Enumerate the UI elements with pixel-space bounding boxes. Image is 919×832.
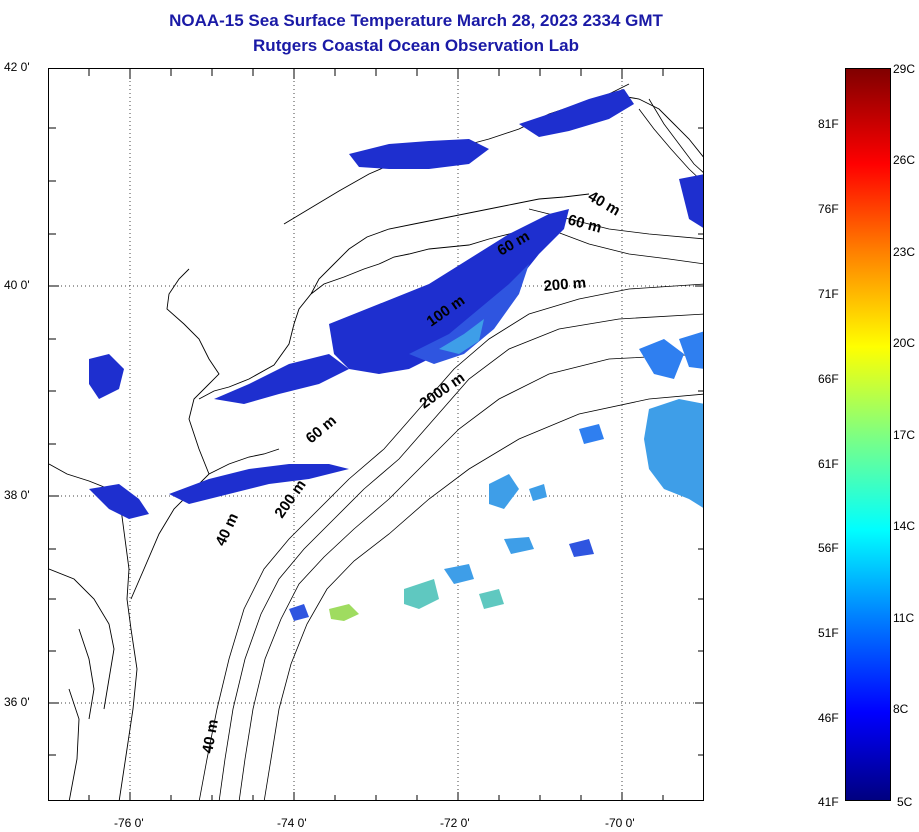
colorbar-c-17: 17C	[893, 428, 916, 442]
map-title: NOAA-15 Sea Surface Temperature March 28…	[169, 11, 663, 30]
colorbar-f-71: 71F	[818, 287, 839, 301]
contour-label-40m-middle: 40 m	[212, 511, 242, 549]
lon-label-74: -74 0'	[277, 816, 307, 830]
colorbar-f-56: 56F	[818, 541, 839, 555]
colorbar-f-81: 81F	[818, 117, 839, 131]
coastline	[49, 83, 703, 800]
contour-label-200m-south: 200 m	[271, 477, 309, 522]
bathymetry-contours	[198, 98, 703, 800]
contour-label-40m-south: 40 m	[199, 718, 222, 755]
contour-label-40m-north: 40 m	[585, 188, 623, 220]
colorbar-f-61: 61F	[818, 457, 839, 471]
lat-label-42: 42 0'	[4, 60, 30, 74]
colorbar-f-46: 46F	[818, 711, 839, 725]
colorbar-f-76: 76F	[818, 202, 839, 216]
sst-map: 40 m 60 m 60 m 200 m 100 m 2000 m 60 m 2…	[48, 68, 704, 801]
colorbar-c-20: 20C	[893, 336, 916, 350]
temperature-colorbar	[845, 68, 891, 801]
lat-label-38: 38 0'	[4, 488, 30, 502]
colorbar-f-66: 66F	[818, 372, 839, 386]
colorbar-c-26: 26C	[893, 153, 916, 167]
lon-label-70: -70 0'	[605, 816, 635, 830]
colorbar-f-51: 51F	[818, 626, 839, 640]
colorbar-c-11: 11C	[893, 611, 915, 625]
lon-label-76: -76 0'	[114, 816, 144, 830]
lat-label-36: 36 0'	[4, 695, 30, 709]
map-subtitle: Rutgers Coastal Ocean Observation Lab	[253, 36, 579, 55]
colorbar-c-14: 14C	[893, 519, 916, 533]
sst-patches	[89, 89, 703, 621]
contour-label-2000m: 2000 m	[417, 369, 468, 412]
lat-label-40: 40 0'	[4, 278, 30, 292]
colorbar-c-5: 5C	[897, 795, 913, 809]
colorbar-c-8: 8C	[893, 702, 909, 716]
colorbar-c-23: 23C	[893, 245, 916, 259]
contour-label-60m-south: 60 m	[303, 412, 340, 447]
contour-label-60m-north: 60 m	[566, 211, 603, 236]
colorbar-c-29: 29C	[893, 62, 916, 76]
lon-label-72: -72 0'	[440, 816, 470, 830]
colorbar-f-41: 41F	[818, 795, 839, 809]
map-ticks	[49, 69, 703, 800]
map-gridlines	[49, 69, 703, 800]
sst-map-canvas: 40 m 60 m 60 m 200 m 100 m 2000 m 60 m 2…	[49, 69, 703, 800]
contour-label-200m-north: 200 m	[543, 274, 587, 295]
